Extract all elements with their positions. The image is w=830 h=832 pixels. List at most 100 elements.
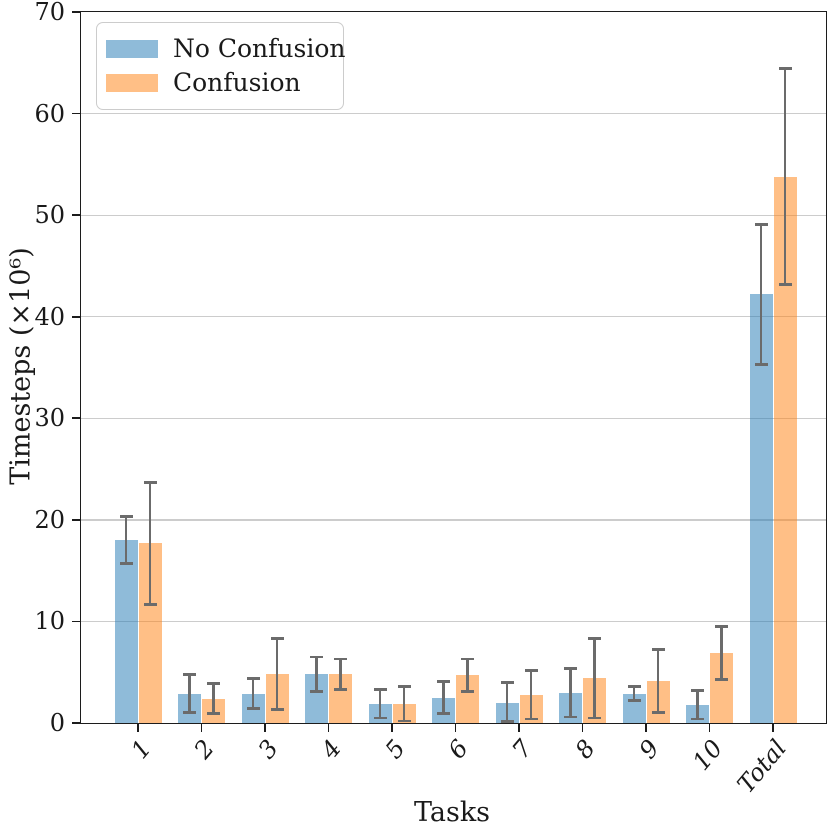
error-bar-cap-bottom: [397, 719, 411, 723]
gridline: [81, 112, 826, 115]
gridline: [81, 519, 826, 521]
bar: [138, 543, 162, 723]
error-bar-cap-bottom: [334, 688, 347, 691]
legend-item-confusion: Confusion: [106, 66, 329, 100]
error-bar-cap-bottom: [627, 699, 641, 703]
error-bar: [720, 626, 723, 680]
x-tick-label: 10: [687, 734, 729, 776]
y-tick-label: 60: [34, 99, 65, 128]
error-bar: [402, 686, 406, 721]
x-tick-label: Total: [731, 734, 792, 799]
error-bar-cap-top: [143, 480, 157, 484]
error-bar-cap-top: [500, 680, 514, 684]
error-bar-cap-top: [524, 668, 538, 672]
error-bar-cap-top: [564, 666, 577, 670]
gridline: [81, 417, 826, 419]
error-bar-cap-bottom: [310, 690, 323, 693]
bar: [114, 540, 138, 723]
error-bar: [442, 681, 445, 714]
gridline: [81, 620, 826, 623]
error-bar-cap-bottom: [119, 562, 133, 565]
error-bar-cap-bottom: [437, 712, 450, 716]
error-bar: [339, 659, 342, 690]
error-bar-cap-bottom: [246, 707, 260, 711]
x-tick-mark: [645, 723, 647, 732]
bar: [305, 674, 328, 723]
y-tick-mark: [72, 112, 81, 115]
error-bar-cap-top: [778, 67, 792, 71]
x-tick-label: 8: [569, 734, 602, 765]
x-tick-mark: [327, 723, 330, 732]
error-bar-cap-bottom: [207, 712, 220, 716]
error-bar-cap-bottom: [754, 363, 768, 366]
x-tick-label: 9: [633, 734, 665, 765]
error-bar: [569, 668, 572, 717]
x-tick-mark: [137, 723, 139, 732]
x-tick-mark: [454, 723, 457, 732]
error-bar-cap-top: [691, 689, 704, 692]
y-tick-mark: [72, 214, 81, 217]
x-tick-mark: [391, 723, 393, 732]
y-tick-label: 70: [34, 0, 65, 26]
y-tick-label: 0: [49, 709, 65, 737]
plot-area: 0 10 20 30 40 50 60 70 1 2 3 4 5 6 7 8 9 10 Total No Confu…: [34, 0, 827, 798]
error-bar: [593, 638, 596, 718]
error-bar: [251, 678, 255, 709]
gridline: [81, 214, 826, 216]
y-axis-label: Timesteps (×10⁶): [5, 247, 37, 485]
error-bar-cap-top: [119, 515, 133, 519]
error-bar-cap-top: [651, 648, 665, 652]
x-tick-label: 2: [188, 734, 221, 765]
y-tick-mark: [72, 620, 81, 623]
error-bar-cap-top: [207, 681, 220, 685]
error-bar-cap-bottom: [778, 282, 792, 286]
y-tick-label: 40: [34, 302, 65, 331]
y-tick-label: 20: [34, 505, 65, 534]
error-bar: [656, 649, 660, 713]
error-bar-cap-top: [397, 685, 411, 688]
y-tick-mark: [72, 315, 81, 318]
error-bar: [759, 224, 763, 365]
x-tick-mark: [200, 723, 203, 732]
y-tick-mark: [72, 11, 81, 13]
error-bar-cap-bottom: [691, 717, 704, 721]
y-tick-label: 50: [34, 201, 65, 230]
error-bar-cap-top: [183, 672, 196, 676]
error-bar: [378, 689, 382, 718]
x-tick-mark: [518, 723, 520, 732]
error-bar-cap-top: [270, 637, 284, 641]
error-bar-cap-bottom: [143, 602, 157, 606]
gridline: [81, 316, 826, 318]
bar: [456, 675, 479, 723]
bar: [749, 294, 773, 723]
y-tick-label: 30: [34, 404, 65, 433]
y-tick-mark: [72, 417, 81, 420]
error-bar-cap-top: [246, 676, 260, 680]
x-tick-mark: [581, 723, 584, 732]
error-bar: [124, 516, 128, 564]
x-tick-label: 7: [506, 734, 538, 765]
error-bar: [212, 683, 215, 714]
error-bar-cap-bottom: [715, 677, 728, 681]
error-bar-cap-top: [754, 222, 768, 226]
error-bar-cap-bottom: [461, 690, 474, 693]
bar: [773, 176, 797, 723]
error-bar: [529, 670, 533, 719]
error-bar-cap-top: [588, 637, 601, 641]
error-bar-cap-bottom: [564, 715, 577, 719]
legend-label-confusion: Confusion: [173, 68, 301, 97]
x-tick-label: 4: [315, 734, 348, 765]
x-tick-mark: [708, 723, 711, 732]
y-tick-mark: [72, 722, 81, 724]
x-tick-mark: [264, 723, 266, 732]
error-bar-cap-top: [627, 685, 641, 688]
no-confusion-swatch-icon: [106, 40, 158, 58]
confusion-swatch-icon: [106, 74, 158, 92]
error-bar: [188, 674, 191, 713]
error-bar-cap-top: [437, 679, 450, 683]
error-bar-cap-bottom: [588, 716, 601, 720]
x-tick-mark: [772, 723, 774, 732]
error-bar-cap-bottom: [373, 716, 387, 720]
error-bar-cap-bottom: [183, 711, 196, 715]
